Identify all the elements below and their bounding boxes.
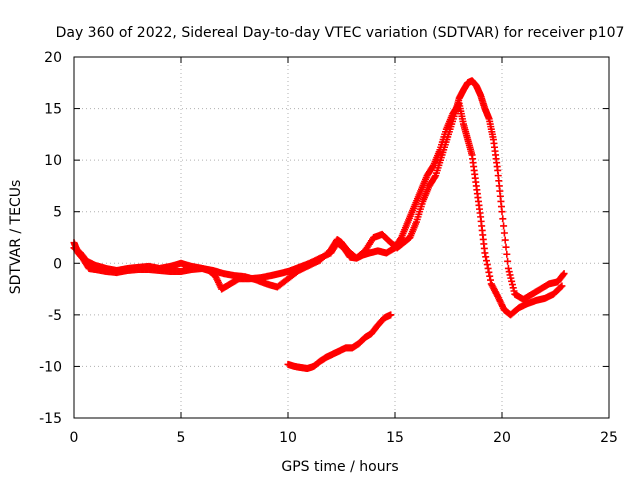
data-marks [70, 77, 568, 372]
data-point [558, 282, 566, 290]
data-point [507, 274, 515, 282]
y-tick-label: -15 [39, 411, 62, 427]
data-point [431, 173, 439, 181]
data-point [482, 257, 490, 265]
data-point [485, 268, 493, 276]
tick-labels: 0 5 10 15 20 25 -15 -10 -5 0 5 10 15 20 [39, 50, 618, 446]
x-tick-label: 15 [386, 430, 404, 446]
y-tick-label: 5 [53, 205, 62, 221]
y-tick-label: 10 [44, 153, 62, 169]
data-point [486, 272, 494, 280]
data-point [509, 284, 517, 292]
data-point [481, 249, 489, 257]
grid-lines [74, 57, 609, 418]
data-point [502, 243, 510, 251]
x-axis-title: GPS time / hours [281, 459, 398, 475]
y-tick-label: 20 [44, 50, 62, 66]
y-tick-label: -5 [48, 308, 62, 324]
axis-ticks [73, 56, 610, 419]
data-point [506, 271, 514, 279]
data-point [503, 250, 511, 258]
data-point [508, 277, 516, 285]
data-point [508, 281, 516, 289]
x-tick-label: 20 [493, 430, 511, 446]
data-point [504, 264, 512, 272]
data-point [557, 283, 565, 291]
data-point [387, 311, 395, 319]
chart-title: Day 360 of 2022, Sidereal Day-to-day VTE… [56, 25, 625, 41]
y-tick-label: 0 [53, 256, 62, 272]
data-point [498, 208, 506, 216]
data-point [510, 287, 518, 295]
data-point [504, 257, 512, 265]
series-track-b [70, 77, 568, 303]
x-tick-label: 5 [177, 430, 186, 446]
data-point [482, 253, 490, 261]
data-point [560, 270, 568, 278]
y-tick-label: 15 [44, 102, 62, 118]
data-point [486, 276, 494, 284]
data-point [500, 222, 508, 230]
data-point [559, 271, 567, 279]
y-axis-title: SDTVAR / TECUs [8, 180, 24, 295]
plot-frame [73, 56, 610, 419]
data-point [505, 268, 513, 276]
y-tick-label: -10 [39, 359, 62, 375]
data-point [500, 229, 508, 237]
data-point [483, 261, 491, 269]
data-point [501, 236, 509, 244]
x-tick-label: 0 [70, 430, 79, 446]
data-point [484, 264, 492, 272]
data-point [499, 215, 507, 223]
x-tick-label: 25 [600, 430, 618, 446]
series-track-c [284, 311, 395, 372]
x-tick-label: 10 [279, 430, 297, 446]
